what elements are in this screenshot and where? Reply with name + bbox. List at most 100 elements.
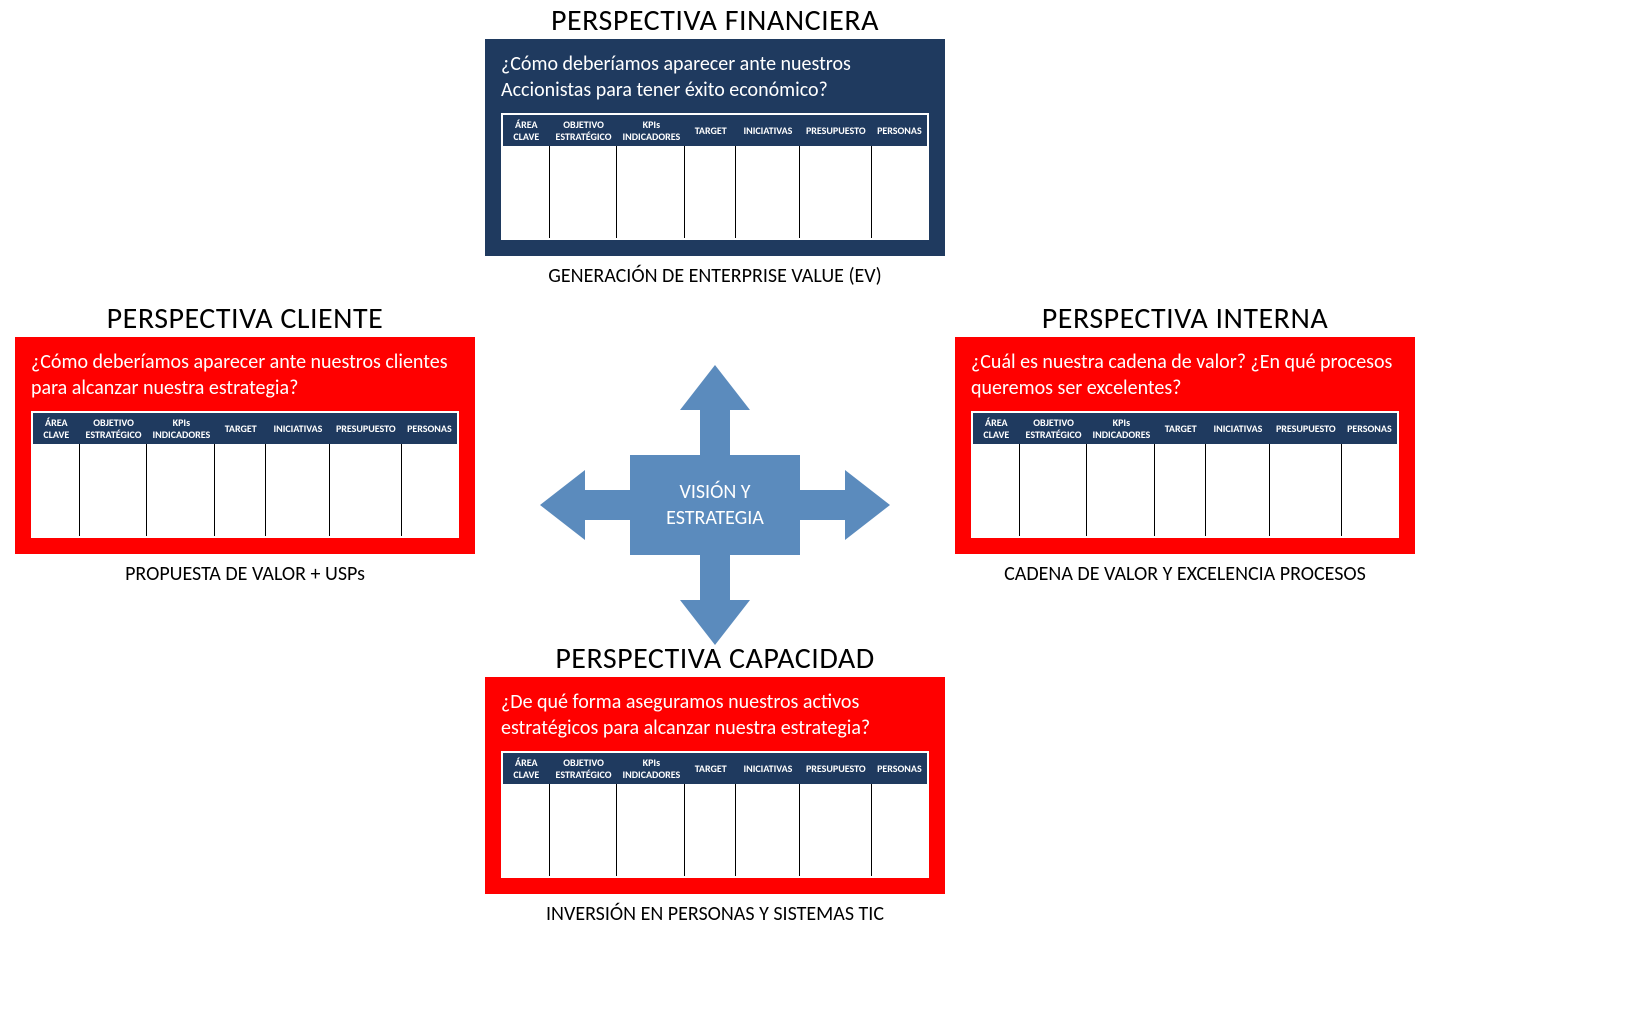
table-header-cell: OBJETIVO ESTRATÉGICO [550, 115, 618, 146]
table-header-cell: KPIs INDICADORES [617, 115, 685, 146]
table-cell [872, 784, 927, 876]
table-cell [330, 444, 402, 536]
table-header-row: ÁREA CLAVE OBJETIVO ESTRATÉGICO KPIs IND… [973, 413, 1397, 444]
table-header-cell: OBJETIVO ESTRATÉGICO [1020, 413, 1088, 444]
table-cell [1342, 444, 1397, 536]
perspective-block-interna: PERSPECTIVA INTERNA ¿Cuál es nuestra cad… [955, 300, 1415, 586]
table-cell [1020, 444, 1088, 536]
arrow-down-icon [680, 600, 750, 645]
perspective-subtitle: GENERACIÓN DE ENTERPRISE VALUE (EV) [485, 264, 945, 288]
table-cell [215, 444, 266, 536]
perspective-question: ¿De qué forma aseguramos nuestros activo… [501, 689, 929, 741]
table-cell [685, 146, 736, 238]
table-header-cell: KPIs INDICADORES [617, 753, 685, 784]
table-header-cell: PERSONAS [872, 753, 927, 784]
perspective-title: PERSPECTIVA INTERNA [955, 300, 1415, 337]
table-cell [147, 444, 215, 536]
vision-strategy-hub: VISIÓN Y ESTRATEGIA [545, 370, 885, 640]
arrow-down-icon [700, 555, 730, 605]
perspective-card: ¿De qué forma aseguramos nuestros activo… [485, 677, 945, 894]
table-cell [1206, 444, 1270, 536]
perspective-block-financiera: PERSPECTIVA FINANCIERA ¿Cómo deberíamos … [485, 2, 945, 288]
table-header-cell: KPIs INDICADORES [147, 413, 215, 444]
table-header-cell: TARGET [685, 115, 736, 146]
table-header-cell: ÁREA CLAVE [503, 753, 550, 784]
perspective-table: ÁREA CLAVE OBJETIVO ESTRATÉGICO KPIs IND… [31, 411, 459, 538]
table-header-cell: ÁREA CLAVE [33, 413, 80, 444]
table-header-cell: PERSONAS [1342, 413, 1397, 444]
table-body-row [973, 444, 1397, 536]
table-cell [503, 146, 550, 238]
table-header-cell: PRESUPUESTO [800, 115, 872, 146]
table-cell [33, 444, 80, 536]
perspective-title: PERSPECTIVA CAPACIDAD [485, 640, 945, 677]
table-body-row [33, 444, 457, 536]
table-cell [617, 146, 685, 238]
table-header-cell: INICIATIVAS [266, 413, 330, 444]
table-header-cell: PRESUPUESTO [330, 413, 402, 444]
table-cell [800, 784, 872, 876]
table-header-row: ÁREA CLAVE OBJETIVO ESTRATÉGICO KPIs IND… [33, 413, 457, 444]
table-header-cell: ÁREA CLAVE [503, 115, 550, 146]
table-body-row [503, 784, 927, 876]
table-body-row [503, 146, 927, 238]
table-header-cell: OBJETIVO ESTRATÉGICO [550, 753, 618, 784]
perspective-question: ¿Cómo deberíamos aparecer ante nuestros … [501, 51, 929, 103]
table-cell [1270, 444, 1342, 536]
table-cell [550, 146, 618, 238]
perspective-question: ¿Cómo deberíamos aparecer ante nuestros … [31, 349, 459, 401]
table-cell [685, 784, 736, 876]
arrow-left-icon [580, 490, 630, 520]
table-cell [973, 444, 1020, 536]
table-header-cell: INICIATIVAS [1206, 413, 1270, 444]
perspective-title: PERSPECTIVA FINANCIERA [485, 2, 945, 39]
table-header-cell: KPIs INDICADORES [1087, 413, 1155, 444]
table-header-cell: PERSONAS [872, 115, 927, 146]
arrow-right-icon [800, 490, 850, 520]
table-header-cell: OBJETIVO ESTRATÉGICO [80, 413, 148, 444]
table-cell [617, 784, 685, 876]
table-cell [266, 444, 330, 536]
perspective-table: ÁREA CLAVE OBJETIVO ESTRATÉGICO KPIs IND… [501, 751, 929, 878]
perspective-table: ÁREA CLAVE OBJETIVO ESTRATÉGICO KPIs IND… [501, 113, 929, 240]
hub-label: VISIÓN Y ESTRATEGIA [630, 455, 800, 555]
perspective-subtitle: PROPUESTA DE VALOR + USPs [15, 562, 475, 586]
table-header-row: ÁREA CLAVE OBJETIVO ESTRATÉGICO KPIs IND… [503, 115, 927, 146]
perspective-subtitle: INVERSIÓN EN PERSONAS Y SISTEMAS TIC [485, 902, 945, 926]
table-header-row: ÁREA CLAVE OBJETIVO ESTRATÉGICO KPIs IND… [503, 753, 927, 784]
table-cell [736, 146, 800, 238]
table-cell [872, 146, 927, 238]
perspective-card: ¿Cómo deberíamos aparecer ante nuestros … [15, 337, 475, 554]
table-cell [1087, 444, 1155, 536]
table-header-cell: INICIATIVAS [736, 753, 800, 784]
perspective-question: ¿Cuál es nuestra cadena de valor? ¿En qu… [971, 349, 1399, 401]
perspective-title: PERSPECTIVA CLIENTE [15, 300, 475, 337]
table-header-cell: PRESUPUESTO [800, 753, 872, 784]
arrow-up-icon [700, 405, 730, 455]
perspective-block-cliente: PERSPECTIVA CLIENTE ¿Cómo deberíamos apa… [15, 300, 475, 586]
table-cell [402, 444, 457, 536]
table-cell [550, 784, 618, 876]
table-header-cell: TARGET [1155, 413, 1206, 444]
hub-text-line2: ESTRATEGIA [666, 506, 764, 530]
perspective-card: ¿Cómo deberíamos aparecer ante nuestros … [485, 39, 945, 256]
perspective-table: ÁREA CLAVE OBJETIVO ESTRATÉGICO KPIs IND… [971, 411, 1399, 538]
table-cell [80, 444, 148, 536]
table-cell [503, 784, 550, 876]
table-header-cell: TARGET [685, 753, 736, 784]
arrow-up-icon [680, 365, 750, 410]
table-header-cell: ÁREA CLAVE [973, 413, 1020, 444]
arrow-left-icon [540, 470, 585, 540]
table-header-cell: TARGET [215, 413, 266, 444]
hub-text-line1: VISIÓN Y [679, 480, 750, 504]
perspective-card: ¿Cuál es nuestra cadena de valor? ¿En qu… [955, 337, 1415, 554]
table-cell [800, 146, 872, 238]
table-header-cell: INICIATIVAS [736, 115, 800, 146]
table-cell [736, 784, 800, 876]
table-header-cell: PRESUPUESTO [1270, 413, 1342, 444]
perspective-block-capacidad: PERSPECTIVA CAPACIDAD ¿De qué forma aseg… [485, 640, 945, 926]
perspective-subtitle: CADENA DE VALOR Y EXCELENCIA PROCESOS [955, 562, 1415, 586]
table-cell [1155, 444, 1206, 536]
arrow-right-icon [845, 470, 890, 540]
table-header-cell: PERSONAS [402, 413, 457, 444]
